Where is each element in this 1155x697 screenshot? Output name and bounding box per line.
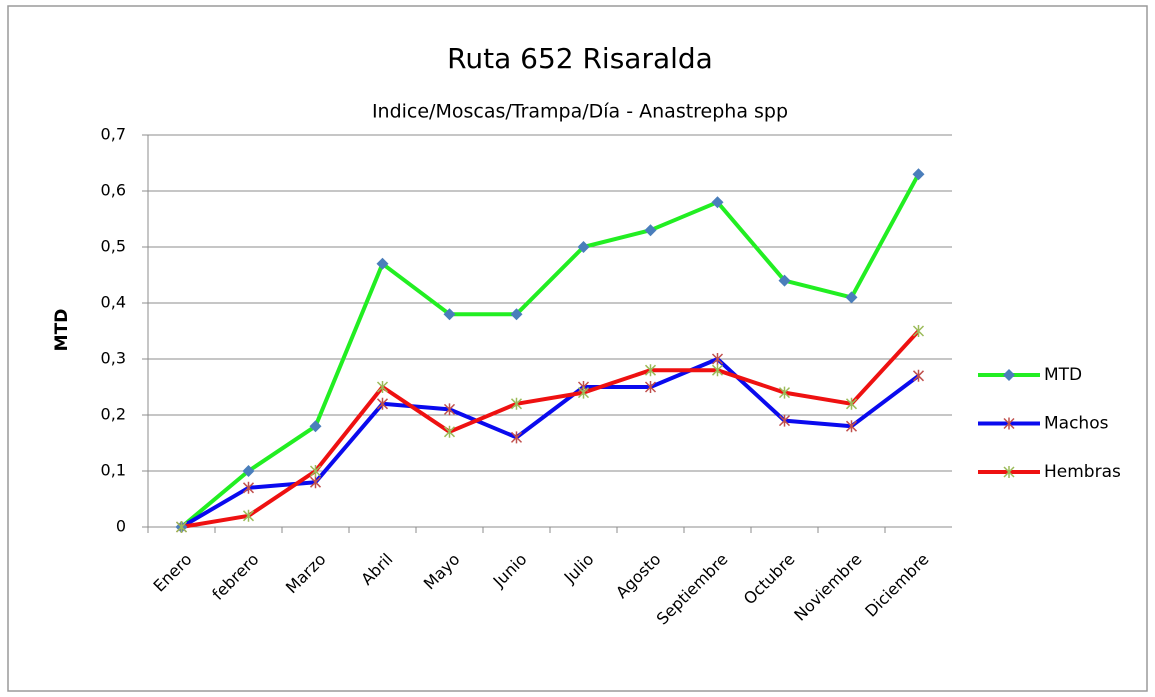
y-tick-label: 0,1 <box>101 461 126 480</box>
y-tick-label: 0,3 <box>101 349 126 368</box>
legend-label: Hembras <box>1044 462 1121 482</box>
y-tick-label: 0,6 <box>101 181 126 200</box>
legend-label: Machos <box>1044 414 1109 434</box>
legend-label: MTD <box>1044 365 1082 385</box>
y-axis-title: MTD <box>52 309 72 352</box>
chart-subtitle: Indice/Moscas/Trampa/Día - Anastrepha sp… <box>372 101 788 123</box>
chart: Ruta 652 Risaralda Indice/Moscas/Trampa/… <box>0 0 1155 697</box>
y-tick-label: 0,5 <box>101 237 126 256</box>
y-tick-label: 0,7 <box>101 125 126 144</box>
chart-title: Ruta 652 Risaralda <box>447 42 713 75</box>
y-tick-label: 0 <box>116 517 126 536</box>
y-tick-label: 0,4 <box>101 293 126 312</box>
y-tick-label: 0,2 <box>101 405 126 424</box>
